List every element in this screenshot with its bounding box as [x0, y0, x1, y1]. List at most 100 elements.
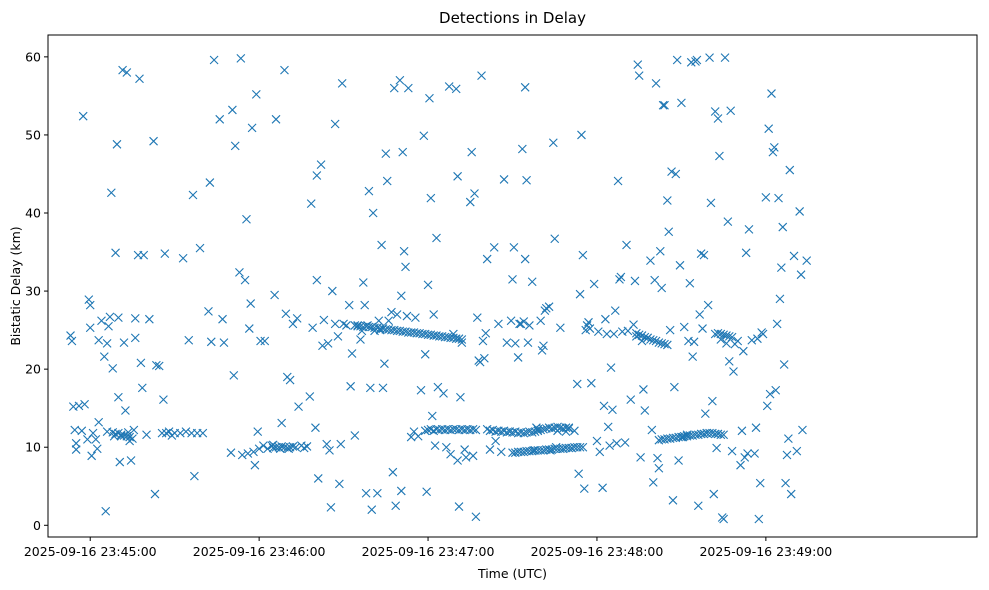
data-point: [593, 327, 603, 337]
y-tick-label: 60: [25, 49, 41, 64]
data-point: [758, 329, 768, 339]
data-point: [456, 392, 465, 402]
data-point: [724, 331, 734, 341]
data-point: [330, 319, 340, 329]
data-point: [381, 149, 391, 159]
data-point: [282, 443, 292, 453]
data-point: [523, 338, 533, 347]
data-point: [547, 424, 557, 433]
data-point: [88, 428, 98, 438]
data-point: [550, 234, 560, 244]
points-layer: [66, 53, 812, 524]
data-point: [776, 263, 786, 273]
data-point: [536, 316, 546, 326]
data-point: [775, 294, 785, 304]
data-point: [118, 65, 127, 75]
data-point: [308, 323, 318, 333]
data-point: [242, 214, 251, 224]
data-point: [198, 428, 208, 438]
data-point: [778, 222, 788, 232]
data-point: [651, 336, 661, 346]
data-point: [205, 178, 215, 187]
data-point: [254, 444, 264, 454]
data-point: [101, 506, 111, 516]
data-point: [699, 250, 709, 260]
data-point: [610, 306, 620, 315]
data-point: [453, 171, 462, 181]
data-point: [608, 405, 617, 415]
data-point: [672, 55, 682, 65]
data-point: [598, 483, 607, 493]
data-point: [85, 300, 95, 310]
data-point: [769, 143, 779, 152]
data-point: [561, 423, 571, 433]
data-point: [312, 171, 322, 180]
data-point: [647, 425, 657, 435]
data-point: [188, 190, 198, 200]
data-point: [515, 319, 524, 329]
data-point: [468, 424, 478, 434]
data-point: [215, 114, 225, 124]
data-point: [640, 406, 650, 415]
data-point: [330, 119, 340, 129]
data-point: [97, 316, 106, 326]
x-tick-label: 2025-09-16 23:49:00: [699, 544, 832, 559]
data-point: [247, 123, 257, 133]
data-point: [384, 316, 394, 326]
data-point: [306, 199, 316, 209]
data-point: [774, 193, 783, 203]
data-point: [426, 193, 436, 203]
data-point: [677, 98, 686, 108]
data-point: [574, 469, 584, 479]
data-point: [292, 314, 302, 323]
data-point: [740, 452, 750, 462]
data-point: [736, 460, 745, 470]
data-point: [333, 331, 343, 341]
data-point: [457, 338, 467, 347]
data-point: [720, 53, 730, 63]
x-axis-label: Time (UTC): [477, 566, 547, 581]
data-point: [389, 83, 399, 93]
data-point: [322, 439, 332, 449]
data-point: [657, 338, 667, 348]
data-point: [106, 188, 116, 198]
data-point: [80, 399, 89, 409]
data-point: [139, 250, 149, 260]
data-point: [150, 489, 160, 499]
data-point: [741, 248, 751, 258]
data-point: [281, 309, 291, 319]
data-point: [149, 136, 158, 146]
data-point: [251, 89, 261, 99]
data-point: [454, 334, 464, 344]
data-point: [446, 449, 455, 459]
data-point: [471, 512, 481, 522]
data-point: [771, 385, 781, 395]
data-point: [564, 424, 574, 433]
data-point: [643, 333, 653, 343]
data-point: [517, 144, 527, 154]
data-point: [402, 311, 412, 321]
x-axis: 2025-09-16 23:45:00 2025-09-16 23:46:00 20…: [24, 537, 832, 559]
data-point: [104, 321, 113, 331]
data-point: [662, 196, 672, 205]
data-point: [416, 385, 426, 395]
data-point: [299, 443, 309, 453]
x-tick-label: 2025-09-16 23:46:00: [193, 544, 326, 559]
data-point: [615, 274, 624, 284]
data-point: [772, 319, 782, 329]
data-point: [218, 314, 227, 324]
data-point: [631, 328, 641, 338]
data-point: [693, 501, 703, 511]
data-point: [674, 456, 683, 465]
data-point: [142, 430, 151, 440]
data-point: [634, 71, 644, 80]
data-point: [575, 289, 585, 299]
data-point: [378, 383, 388, 393]
data-point: [350, 431, 360, 440]
data-point: [719, 430, 729, 440]
data-point: [128, 434, 137, 444]
data-point: [541, 303, 551, 313]
data-point: [85, 323, 95, 333]
data-point: [555, 323, 565, 333]
